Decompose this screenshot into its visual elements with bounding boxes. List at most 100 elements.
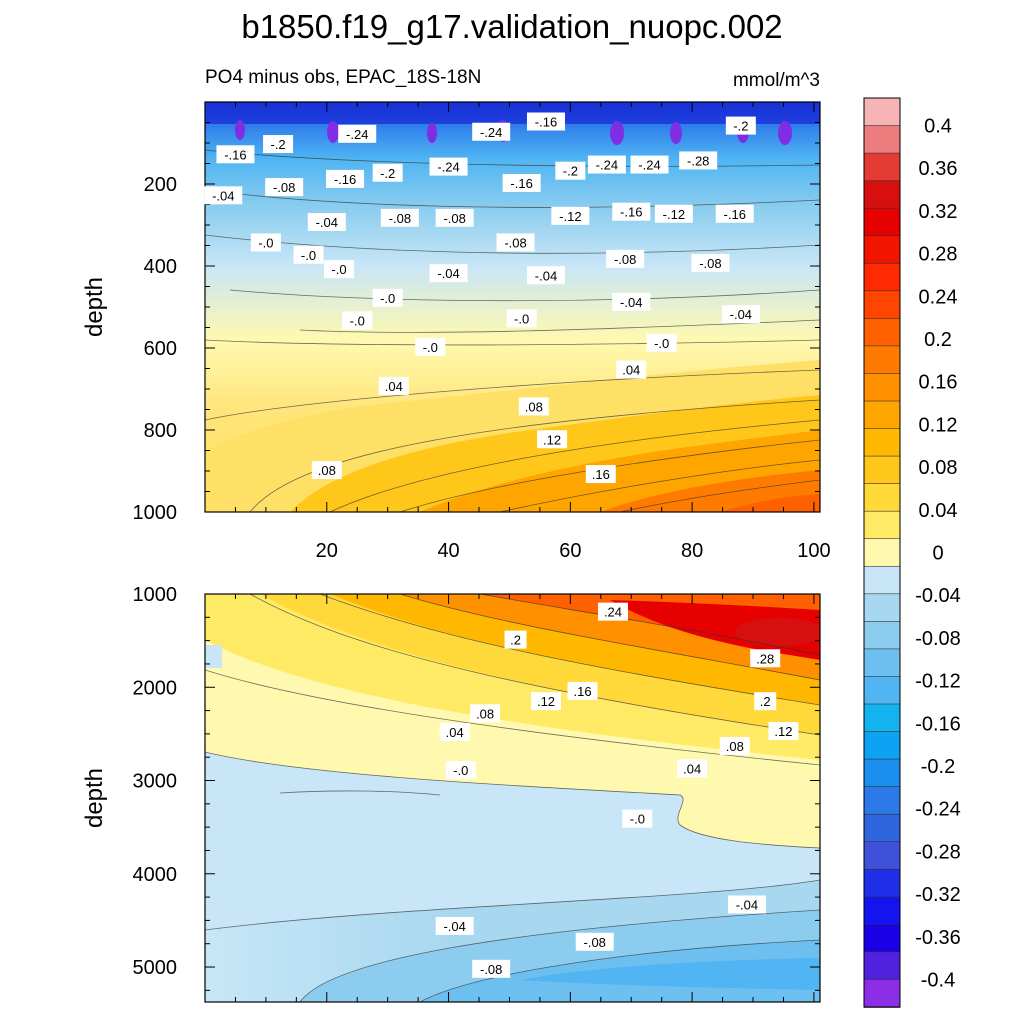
contour-label-text: -.16: [620, 205, 642, 220]
contour-label-box: [630, 155, 669, 174]
contour-label-box: [506, 309, 537, 328]
colorbar-swatch: [863, 262, 901, 292]
contour-label-box: [612, 202, 651, 221]
contour-label-box: [472, 122, 511, 141]
contour-label: .2: [754, 692, 777, 711]
colorbar-label: 0.12: [919, 414, 958, 436]
contour-label-box: [526, 266, 565, 285]
contour-label-text: -.08: [389, 211, 411, 226]
contour-line: [205, 189, 820, 208]
contour-label-box: [622, 809, 653, 828]
contour-line: [249, 594, 820, 736]
contour-label-text: -.16: [510, 176, 532, 191]
contour-label-box: [378, 376, 409, 395]
colorbar-swatch: [863, 703, 901, 733]
contour-label-box: [326, 169, 365, 188]
contour-label-text: -.04: [730, 307, 752, 322]
colorbar-label: -0.32: [915, 884, 961, 906]
colorbar-swatch: [863, 813, 901, 843]
contour-label-text: -.08: [273, 180, 295, 195]
contour-label-text: -.0: [301, 248, 316, 263]
contour-label-text: -.0: [380, 291, 395, 306]
colorbar-swatch: [863, 152, 901, 182]
contour-label-box: [323, 260, 354, 279]
contour-line: [249, 399, 820, 512]
contour-label-box: [691, 253, 730, 272]
contour-label-box: [725, 116, 756, 135]
contour-label: -.0: [506, 309, 537, 328]
colorbar-swatch: [863, 979, 901, 1008]
contour-label-text: .2: [760, 694, 771, 709]
contour-labels-layer: -.16 -.2 -.24 -.2 -.24 -.24 -.16 -.2 -.24 -.24 -.2…: [204, 112, 799, 978]
colorbar-swatch: [863, 235, 901, 265]
surface-cell: [610, 121, 624, 145]
contour-label-text: .2: [510, 633, 521, 648]
contour-label-text: -.24: [638, 158, 660, 173]
colorbar-label: 0.4: [924, 116, 952, 138]
contour-label-box: [293, 245, 324, 264]
colorbar-label: -0.36: [915, 927, 961, 949]
contour-label-box: [204, 186, 243, 205]
contour-label-box: [555, 161, 586, 180]
contour-label-text: -.08: [443, 211, 465, 226]
y-tick-label: 1000: [133, 502, 178, 524]
lower-edge-patch: [205, 645, 222, 668]
contour-label-box: [311, 461, 342, 479]
contour-label-box: [470, 704, 501, 723]
contour-label-box: [679, 151, 718, 170]
contour-label: -.08: [472, 959, 511, 978]
contour-label-box: [445, 761, 476, 780]
contour-label: -.0: [250, 233, 281, 252]
y-tick-label: 800: [144, 420, 177, 442]
surface-cell: [670, 122, 682, 144]
contour-label-text: -.08: [480, 962, 502, 977]
contour-line: [205, 879, 820, 931]
y-tick-label: 1000: [133, 584, 178, 606]
colorbar-swatch: [863, 510, 901, 540]
colorbar-label: -0.12: [915, 671, 961, 693]
lower-max-core: [735, 618, 820, 646]
contour-label-text: .16: [573, 684, 591, 699]
contour-label-box: [435, 916, 474, 935]
contour-label: -.08: [435, 208, 474, 227]
contour-label: -.16: [526, 112, 565, 131]
colorbar-swatch: [863, 318, 901, 347]
contour-label-box: [551, 206, 590, 225]
colorbar-label: 0.2: [924, 329, 952, 351]
contour-label: -.16: [502, 174, 541, 192]
colorbar-label: -0.24: [915, 799, 961, 821]
contour-label: -.0: [415, 338, 446, 356]
contour-label-text: -.04: [437, 266, 459, 281]
contour-label: -.04: [204, 186, 243, 205]
contour-label-text: -.16: [224, 147, 246, 162]
contour-label-box: [518, 397, 549, 416]
contour-label: .16: [567, 681, 598, 700]
colorbar-swatch: [863, 400, 901, 430]
contour-line: [205, 751, 820, 849]
colorbar-label: -0.04: [915, 585, 961, 607]
contour-label: .08: [518, 397, 549, 416]
figure-title: b1850.f19_g17.validation_nuopc.002: [241, 8, 782, 45]
contour-label: -.12: [654, 204, 693, 223]
contour-label: -.0: [293, 245, 324, 264]
contour-label-box: [721, 305, 760, 324]
contour-label-text: -.2: [270, 137, 285, 152]
contour-label-box: [372, 288, 403, 307]
colorbar-swatch: [863, 676, 901, 705]
colorbar-label: 0.16: [919, 372, 958, 394]
contour-label: .16: [585, 465, 616, 484]
contour-label-text: -.24: [346, 127, 368, 142]
contour-label: -.0: [646, 333, 677, 352]
contour-label-box: [715, 204, 754, 223]
colorbar-label: -0.2: [921, 756, 955, 778]
colorbar-swatch: [863, 731, 901, 760]
contour-label: .04: [677, 759, 708, 778]
contour-label: -.0: [445, 761, 476, 780]
contour-label-box: [606, 249, 645, 268]
y-tick-label: 5000: [133, 957, 178, 979]
contour-label-text: -.0: [630, 812, 645, 827]
upper-fill-max-band: [720, 494, 820, 512]
x-tick-label: 20: [316, 540, 338, 562]
colorbar-swatch: [863, 345, 901, 375]
